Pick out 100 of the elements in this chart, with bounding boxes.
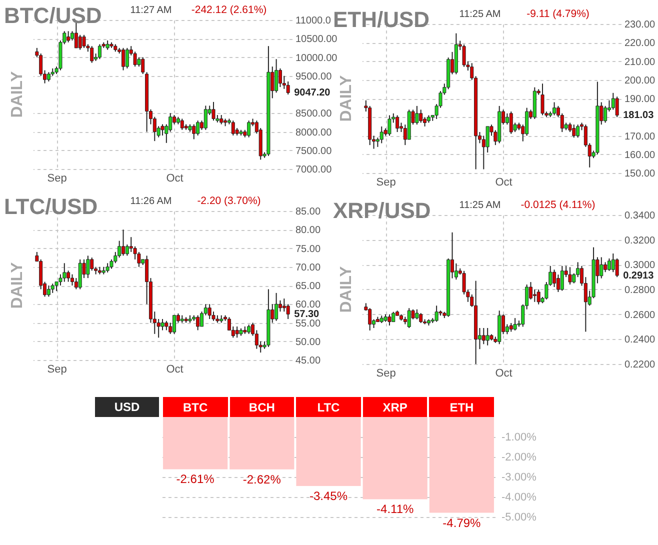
candlestick: [46, 285, 50, 298]
y-tick-label: 160.00: [624, 150, 656, 161]
text: -242.12 (2.61%): [191, 4, 267, 16]
candlestick: [160, 124, 164, 136]
candlestick: [392, 311, 396, 322]
candlestick: [388, 114, 392, 136]
candlestick: [98, 44, 102, 60]
candlestick: [220, 114, 224, 125]
candlestick: [407, 308, 411, 328]
y-tick-label: 170.00: [624, 131, 656, 142]
annotation: 0.2913: [623, 270, 654, 282]
y-tick-label: 230.00: [624, 20, 656, 30]
chart-subtitle: 11:27 AM: [130, 5, 172, 16]
x-tick-label: Sep: [376, 176, 396, 188]
y-tick-label: 80.00: [296, 225, 321, 236]
y-tick-label: 85.00: [296, 206, 321, 218]
candlestick: [196, 314, 200, 331]
data-label: -4.11%: [376, 502, 414, 516]
x-tick-label: LTC: [317, 400, 340, 414]
candlestick: [66, 30, 70, 43]
candlestick: [396, 114, 400, 133]
text: -2.20 (3.70%): [197, 195, 261, 207]
candlestick: [86, 255, 90, 279]
candlestick: [122, 47, 126, 71]
candlestick: [247, 324, 251, 334]
y-tick-label: 75.00: [296, 244, 321, 255]
candlestick: [90, 257, 94, 272]
candlestick: [552, 269, 556, 288]
candlestick: [66, 270, 70, 282]
y-tick-label: 190.00: [624, 94, 656, 105]
x-tick-label: Oct: [495, 176, 512, 188]
y-tick-label: 0.3400: [624, 210, 656, 222]
candlestick: [164, 320, 168, 331]
candlestick: [482, 327, 486, 345]
candlestick: [208, 304, 212, 320]
candlestick: [192, 124, 196, 140]
y-axis-title: DAILY: [9, 262, 26, 309]
candlestick: [180, 118, 184, 130]
candlestick: [552, 102, 556, 116]
candlestick: [274, 292, 278, 322]
candlestick: [286, 80, 290, 95]
text: -0.0125 (4.11%): [520, 199, 596, 211]
candlestick: [419, 312, 423, 324]
candlestick: [90, 46, 94, 64]
y-tick-label: 65.00: [296, 281, 321, 292]
y-tick-label: 55.00: [296, 318, 321, 330]
candlestick: [82, 34, 86, 48]
y-tick-label: -4.00%: [502, 492, 537, 504]
candlestick: [278, 68, 282, 88]
chart-title: XRP/USD: [333, 198, 431, 223]
y-tick-label: 200.00: [624, 75, 656, 86]
chart-subtitle: 11:26 AM: [130, 196, 172, 207]
candlestick: [46, 72, 50, 82]
data-label: -3.45%: [309, 489, 348, 503]
y-tick-label: 210.00: [624, 56, 656, 68]
x-tick-label: Sep: [47, 364, 67, 376]
candlestick: [513, 318, 517, 331]
candlestick: [486, 126, 490, 154]
candlestick: [600, 256, 604, 279]
candlestick: [540, 83, 544, 116]
y-tick-label: 8000.00: [296, 127, 332, 138]
candlestick: [231, 120, 235, 136]
candlestick: [560, 265, 564, 292]
x-tick-label: Oct: [166, 364, 184, 376]
y-axis-title: DAILY: [338, 74, 355, 122]
y-tick-label: 0.3000: [624, 260, 656, 272]
y-tick-label: -3.00%: [502, 472, 537, 484]
chart-title: BTC/USD: [4, 3, 102, 28]
candlestick: [368, 308, 372, 331]
y-tick-label: 10000.00: [296, 52, 338, 64]
candlestick: [568, 266, 572, 286]
candlestick: [50, 283, 54, 294]
candlestick: [172, 314, 176, 334]
y-tick-label: -1.00%: [502, 432, 537, 444]
candlestick: [604, 262, 608, 273]
candlestick: [106, 40, 110, 50]
x-tick-label: BCH: [248, 400, 275, 414]
y-tick-label: 0.3200: [624, 235, 656, 246]
x-tick-label: Oct: [495, 368, 512, 380]
data-label: -2.62%: [242, 472, 282, 486]
y-tick-label: -5.00%: [502, 512, 537, 524]
candlestick: [415, 105, 419, 126]
candlestick: [286, 304, 290, 320]
header-cell: USD: [95, 397, 159, 417]
y-tick-label: 10500.00: [296, 34, 338, 46]
candlestick: [415, 308, 419, 320]
y-tick-label: 7000.00: [296, 164, 332, 176]
y-tick-label: 0.2200: [624, 360, 656, 370]
candlestick: [106, 262, 110, 273]
x-tick-label: Sep: [47, 172, 67, 184]
annotation: 57.30: [294, 309, 320, 320]
x-tick-label: ETH: [450, 400, 474, 414]
chart-subtitle: 11:25 AM: [459, 200, 501, 211]
annotation: 181.03: [623, 110, 654, 122]
candlestick: [611, 252, 615, 273]
y-tick-label: 0.2600: [624, 310, 656, 321]
candlestick: [212, 101, 216, 122]
candlestick: [78, 34, 82, 50]
candlestick: [160, 318, 164, 331]
chart-title: LTC/USD: [4, 194, 98, 219]
